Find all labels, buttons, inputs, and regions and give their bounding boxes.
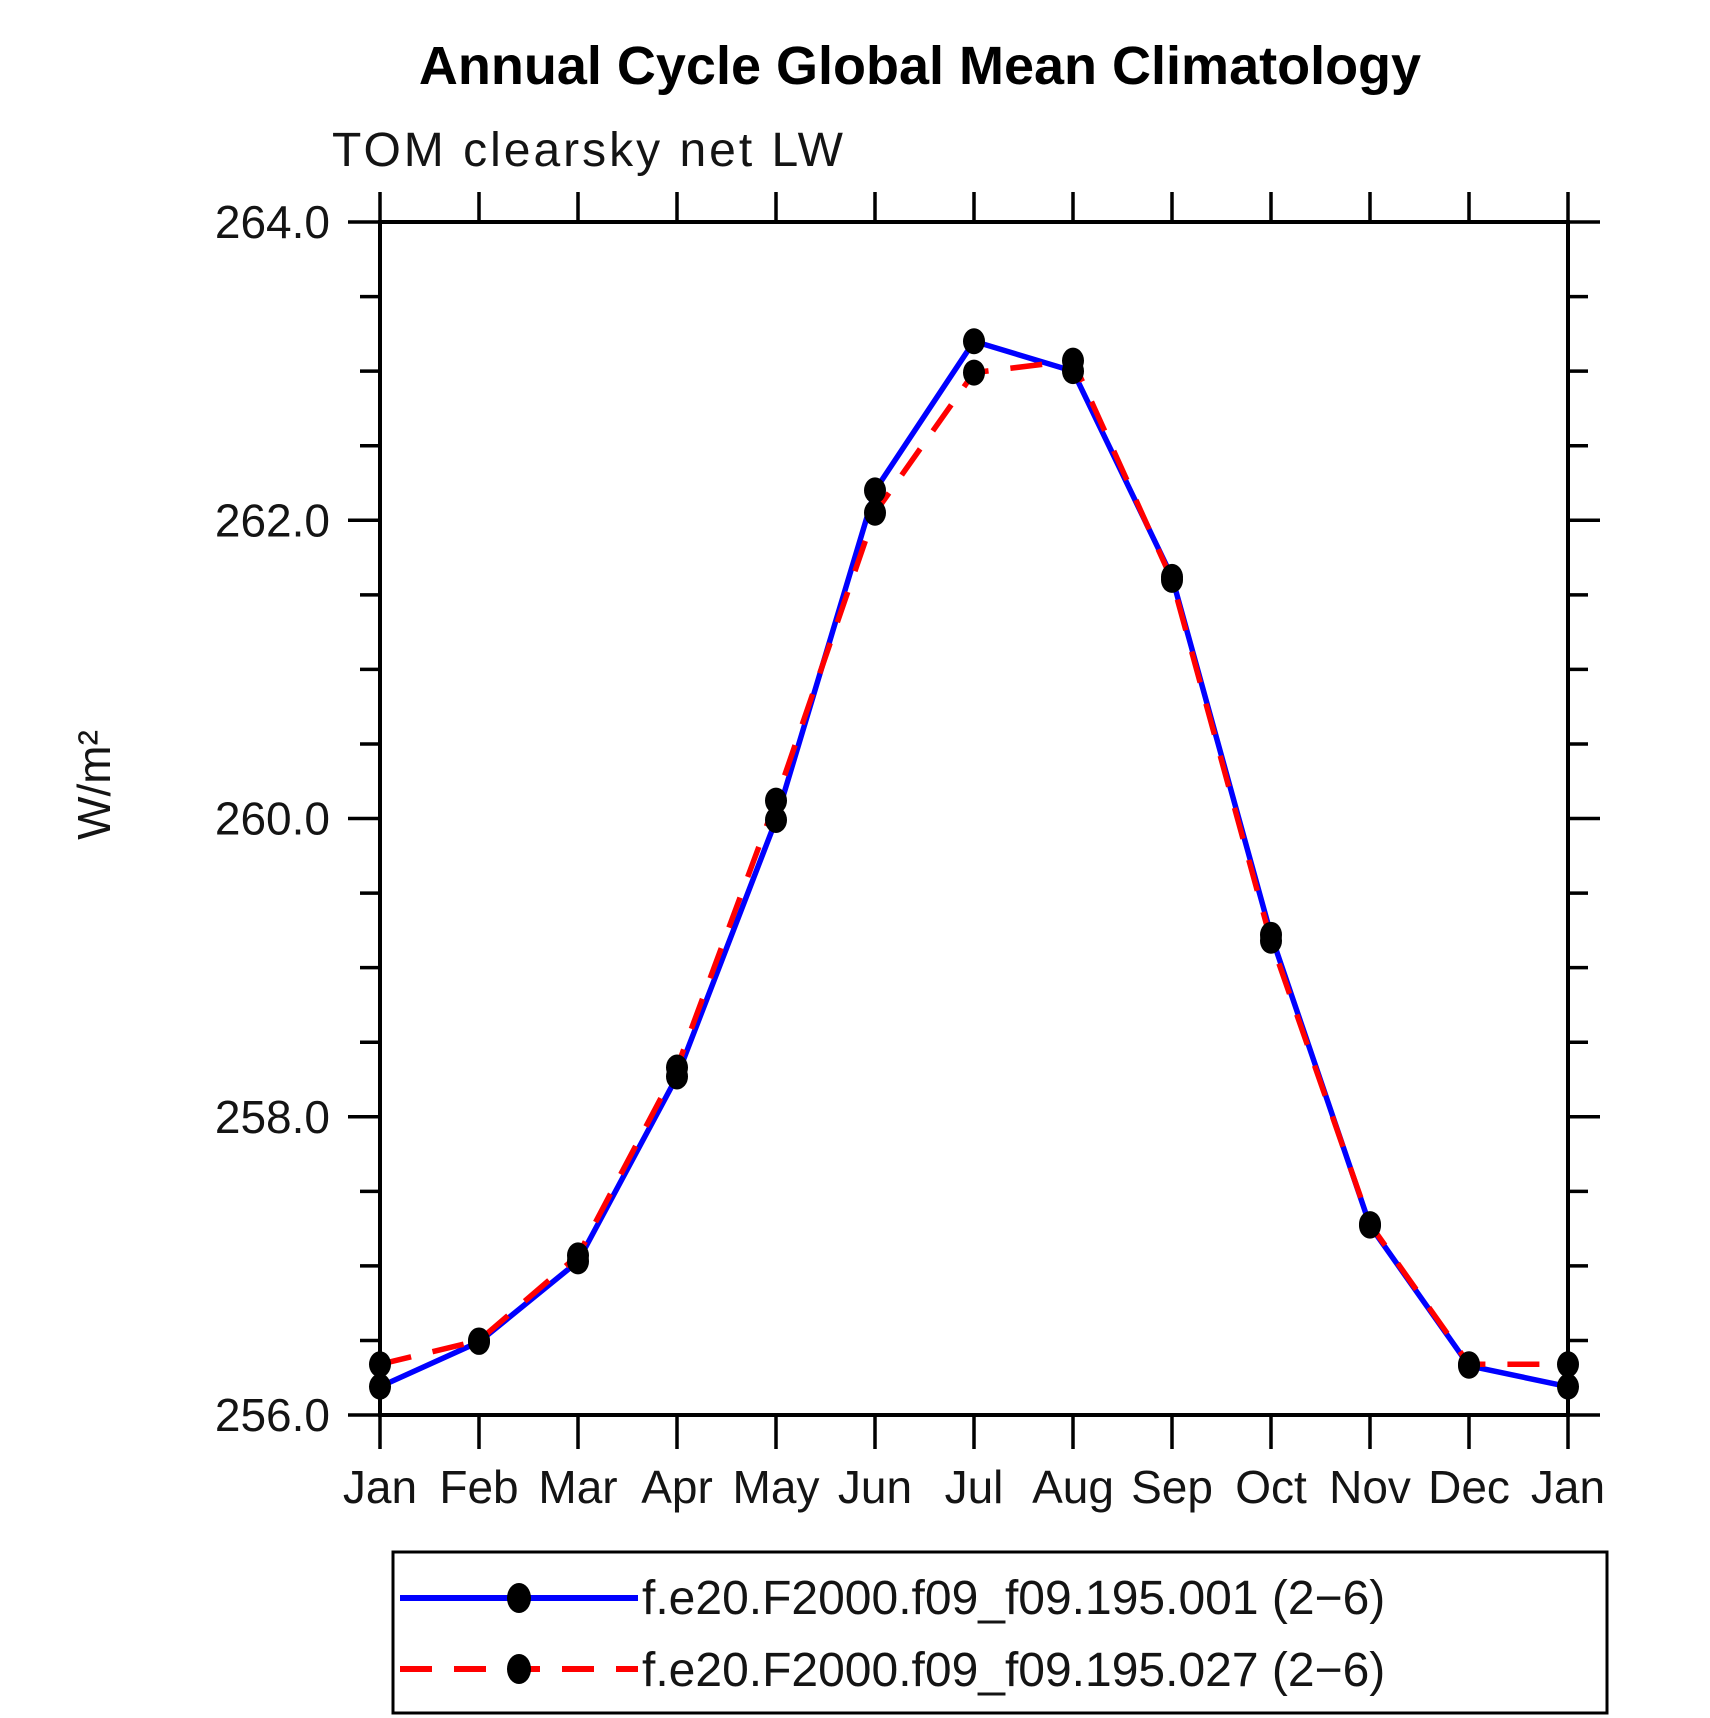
y-tick-label: 262.0 xyxy=(215,494,330,546)
x-tick-label: Jul xyxy=(945,1461,1004,1513)
data-point-marker xyxy=(666,1054,688,1081)
legend-marker-sample-1 xyxy=(507,1583,531,1613)
data-point-marker xyxy=(369,1373,391,1400)
data-point-marker xyxy=(1062,347,1084,374)
data-point-marker xyxy=(468,1327,490,1354)
x-tick-label: Nov xyxy=(1329,1461,1411,1513)
y-axis-title: W/m² xyxy=(68,730,120,840)
x-tick-label: Jun xyxy=(838,1461,912,1513)
legend-marker-sample-2 xyxy=(507,1654,531,1684)
x-tick-label: Apr xyxy=(641,1461,713,1513)
chart-title: Annual Cycle Global Mean Climatology xyxy=(419,36,1421,96)
data-point-marker xyxy=(963,359,985,386)
x-tick-label: Oct xyxy=(1235,1461,1307,1513)
data-point-marker xyxy=(1458,1351,1480,1378)
y-tick-labels: 256.0 258.0 260.0 262.0 264.0 xyxy=(215,196,330,1441)
series-line-1 xyxy=(378,338,1569,1390)
data-point-marker xyxy=(1161,566,1183,593)
x-tick-label: Aug xyxy=(1032,1461,1114,1513)
data-point-marker xyxy=(1260,927,1282,954)
x-tick-label: Sep xyxy=(1131,1461,1213,1513)
x-tick-labels: Jan Feb Mar Apr May Jun Jul Aug Sep Oct Nov Dec Jan xyxy=(343,1461,1605,1513)
data-point-marker xyxy=(1359,1211,1381,1238)
chart-subtitle: TOM clearsky net LW xyxy=(332,124,846,177)
series-lines xyxy=(378,338,1569,1390)
legend-box xyxy=(391,1550,1609,1715)
data-point-marker xyxy=(369,1351,391,1378)
data-point-marker xyxy=(864,499,886,526)
data-point-marker xyxy=(567,1242,589,1269)
y-tick-label: 264.0 xyxy=(215,196,330,248)
data-point-marker xyxy=(1557,1351,1579,1378)
data-point-marker xyxy=(765,806,787,833)
x-tick-label: Mar xyxy=(538,1461,617,1513)
x-tick-label: Dec xyxy=(1428,1461,1510,1513)
data-point-marker xyxy=(864,477,886,504)
data-point-markers xyxy=(369,328,1579,1400)
y-tick-label: 258.0 xyxy=(215,1091,330,1143)
series-line-2 xyxy=(379,357,1568,1368)
plot-frame xyxy=(378,220,1570,1417)
data-point-marker xyxy=(963,328,985,355)
x-tick-label: Jan xyxy=(343,1461,417,1513)
x-tick-label: May xyxy=(733,1461,820,1513)
legend-label-series-1: f.e20.F2000.f09_f09.195.001 (2−6) xyxy=(642,1572,1385,1625)
legend-label-series-2: f.e20.F2000.f09_f09.195.027 (2−6) xyxy=(642,1644,1385,1697)
axis-ticks xyxy=(348,192,1600,1449)
x-tick-label: Jan xyxy=(1531,1461,1605,1513)
legend: f.e20.F2000.f09_f09.195.001 (2−6) f.e20.… xyxy=(391,1550,1609,1715)
data-point-marker xyxy=(1557,1373,1579,1400)
data-point-marker xyxy=(765,787,787,814)
y-tick-label: 256.0 xyxy=(215,1389,330,1441)
x-tick-label: Feb xyxy=(439,1461,518,1513)
y-tick-label: 260.0 xyxy=(215,793,330,845)
